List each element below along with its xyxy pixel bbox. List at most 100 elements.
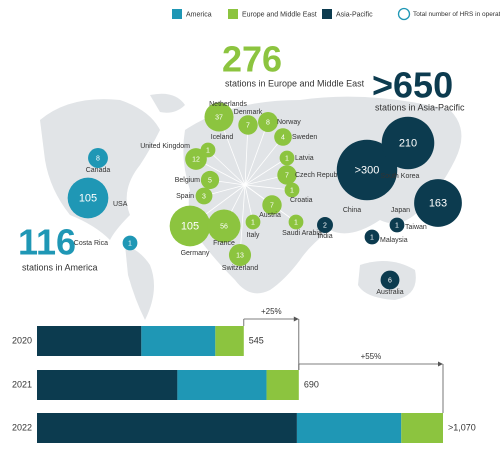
country-label: Saudi Arabia	[282, 230, 322, 237]
headline-subtitle: stations in Europe and Middle East	[225, 78, 365, 88]
bubble	[88, 148, 108, 168]
total-label: 690	[304, 379, 319, 389]
country-label: Malaysia	[380, 237, 408, 244]
country-label: Croatia	[290, 197, 313, 204]
headline: 116	[18, 222, 76, 263]
bubble-label: 1	[285, 155, 289, 162]
country-label: Iceland	[211, 134, 234, 141]
legend-swatch	[322, 9, 332, 19]
legend: America Europe and Middle East Asia-Pacifi…	[172, 7, 500, 21]
bubble	[238, 115, 258, 135]
legend-label: Total number of HRS in operation	[413, 11, 500, 18]
bar-segment	[141, 326, 216, 356]
bubble-label: >300	[355, 164, 380, 176]
bubble-label: 105	[79, 192, 97, 204]
country-label: Denmark	[234, 109, 263, 116]
connector	[207, 149, 246, 186]
country-label: Austria	[259, 212, 281, 219]
bubble	[414, 179, 462, 227]
bar-segment	[37, 370, 178, 400]
bubble-label: 13	[236, 252, 244, 259]
country-label: Czech Republic	[295, 172, 345, 179]
arrow-head	[293, 316, 299, 322]
legend-swatch	[397, 7, 411, 21]
country-label: Taiwan	[405, 224, 427, 231]
bubble-label: 37	[215, 114, 223, 121]
bar-segment	[266, 370, 299, 400]
bubble-label: 210	[399, 137, 417, 149]
arrow-head	[438, 361, 443, 367]
legend-label: Asia-Pacific	[336, 11, 373, 18]
bubble	[67, 177, 109, 219]
country-label: France	[213, 240, 235, 247]
bar-segment	[401, 413, 443, 443]
bubble-label: 1	[206, 147, 210, 154]
country-label: Sweden	[292, 134, 317, 141]
legend-label: Europe and Middle East	[242, 11, 317, 18]
bar-chart: 2020 545 2021 690 2022 >1,070 +25% +55%	[12, 307, 476, 443]
bubble	[284, 182, 300, 198]
bubble	[169, 205, 211, 247]
connector	[244, 121, 269, 186]
bubble	[317, 217, 333, 233]
bubble	[277, 165, 297, 185]
bubble-label: 7	[246, 122, 250, 129]
bubble	[245, 214, 261, 230]
bubble-label: 8	[96, 155, 100, 162]
bar-segment	[215, 326, 244, 356]
growth-label: +55%	[361, 352, 382, 361]
country-label: South Korea	[381, 173, 420, 180]
connector	[244, 157, 288, 186]
connector	[244, 124, 249, 186]
country-label: Germany	[181, 250, 210, 257]
bubble	[364, 229, 380, 245]
bubble	[200, 170, 220, 190]
connector	[244, 136, 284, 186]
bubble-label: 1	[395, 222, 399, 229]
country-label: Costa Rica	[74, 240, 108, 247]
headline-subtitle: stations in Asia-Pacific	[375, 102, 465, 112]
country-label: Norway	[277, 119, 301, 126]
country-label: China	[343, 207, 361, 214]
country-label: USA	[113, 201, 128, 208]
bubble-label: 3	[202, 193, 206, 200]
bubble-label: 1	[294, 219, 298, 226]
bubble-label: 56	[220, 223, 228, 230]
total-label: 545	[249, 335, 264, 345]
bubble	[258, 112, 278, 132]
bubble-label: 105	[181, 220, 199, 232]
country-label: Italy	[247, 232, 260, 239]
total-label: >1,070	[448, 422, 476, 432]
legend-label: America	[186, 11, 212, 18]
bubble-label: 1	[370, 234, 374, 241]
country-label: Belgium	[175, 177, 200, 184]
bubble	[279, 150, 295, 166]
bubble-label: 4	[281, 134, 285, 141]
bubble-label: 8	[266, 119, 270, 126]
legend-swatch	[228, 9, 238, 19]
country-label: Japan	[391, 207, 410, 214]
country-label: Spain	[176, 193, 194, 200]
bar-segment	[177, 370, 267, 400]
bubble-label: 2	[323, 222, 327, 229]
country-label: Latvia	[295, 155, 314, 162]
bubble	[204, 102, 234, 132]
bubble-label: 7	[270, 202, 274, 209]
bubble	[262, 195, 282, 215]
bubble	[380, 270, 400, 290]
headline: >650	[372, 65, 453, 106]
bubble	[274, 128, 292, 146]
bubble	[336, 139, 398, 201]
country-label: Canada	[86, 167, 111, 174]
bubble	[389, 217, 405, 233]
growth-label: +25%	[261, 307, 282, 316]
legend-swatch	[172, 9, 182, 19]
bubble	[207, 209, 241, 243]
country-label: India	[317, 233, 332, 240]
headline: 276	[222, 39, 282, 80]
country-label: United Kingdom	[140, 143, 190, 150]
bubble	[228, 243, 252, 267]
country-label: Netherlands	[209, 101, 247, 108]
bubble	[122, 235, 138, 251]
